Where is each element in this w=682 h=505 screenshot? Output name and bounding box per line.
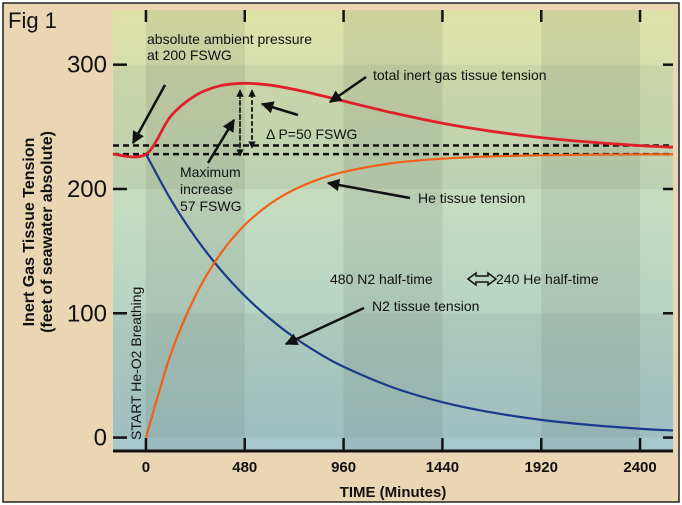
series-lines	[112, 81, 674, 438]
y-axis-title: Inert Gas Tissue Tension (feet of seawat…	[21, 131, 56, 333]
y-axis-title-line1: Inert Gas Tissue Tension	[21, 138, 38, 327]
annotation-start: START He-O2 Breathing	[128, 287, 144, 440]
annotation-ambient-1: absolute ambient pressure	[147, 31, 312, 47]
y-tick-label: 100	[67, 300, 107, 327]
y-tick-label: 300	[67, 52, 107, 79]
x-tick-label: 2400	[623, 459, 656, 476]
annotation-halftime-right: 240 He half-time	[496, 271, 599, 287]
annotation-halftime-left: 480 N2 half-time	[330, 271, 433, 287]
double-arrow-icon	[466, 271, 498, 287]
reference-lines	[113, 144, 673, 156]
x-tick-label: 480	[232, 459, 257, 476]
annotation-max-3: 57 FSWG	[180, 198, 241, 214]
annotation-max-1: Maximum	[180, 164, 241, 180]
series-total-inert-gas-tissue-tension	[112, 81, 674, 159]
arrow-delta-p	[260, 101, 299, 117]
x-tick-label: 0	[142, 459, 150, 476]
plot-area	[113, 10, 673, 450]
x-axis-title: TIME (Minutes)	[340, 484, 447, 501]
annotation-n2: N2 tissue tension	[372, 298, 479, 314]
x-tick-label: 1920	[525, 459, 558, 476]
x-tick-label: 1440	[426, 459, 459, 476]
arrow-total	[328, 75, 367, 104]
plot-band-h2	[113, 313, 673, 438]
y-axis-title-line2: (feet of seawater absolute)	[39, 131, 56, 333]
plot-band-h1	[113, 64, 673, 189]
arrow-n2	[284, 306, 365, 346]
arrow-max	[206, 118, 236, 164]
plot-band-2	[541, 10, 641, 450]
annotation-total: total inert gas tissue tension	[373, 67, 547, 83]
series-n2-tissue-tension	[144, 153, 674, 432]
plot-band-1	[343, 10, 443, 450]
annotation-max-2: increase	[180, 181, 233, 197]
annotation-ambient-2: at 200 FSWG	[147, 47, 232, 63]
figure-label: Fig 1	[8, 8, 57, 33]
y-tick-label: 0	[94, 425, 107, 452]
arrow-ambient	[131, 84, 167, 145]
axis-ticks: 0 480 960 1440 1920 2400 0 100 200 300	[67, 10, 673, 476]
annotation-he: He tissue tension	[418, 190, 525, 206]
arrow-he	[326, 178, 411, 200]
series-he-tissue-tension	[144, 153, 674, 438]
y-tick-label: 200	[67, 176, 107, 203]
annotation-delta-p: Δ P=50 FSWG	[266, 126, 357, 142]
x-tick-label: 960	[331, 459, 356, 476]
